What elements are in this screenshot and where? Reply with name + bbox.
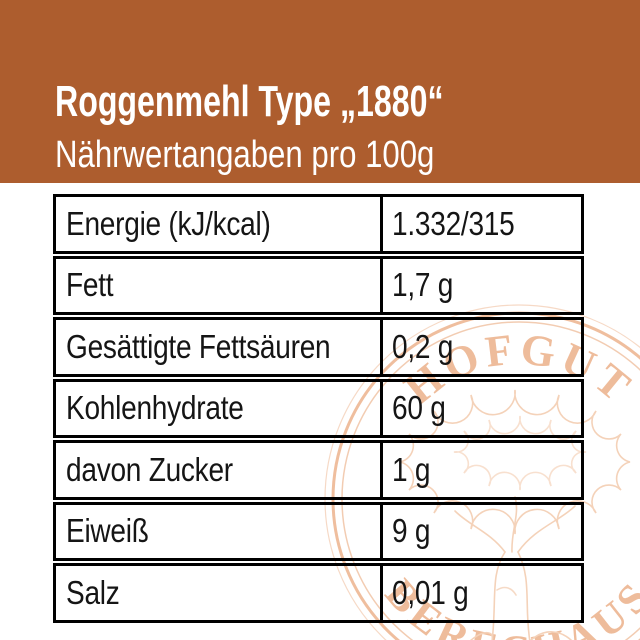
nutrient-label-cell: Energie (kJ/kcal)	[56, 197, 383, 251]
nutrition-table: Energie (kJ/kcal) 1.332/315 Fett 1,7 g G…	[53, 194, 584, 623]
label-header: Roggenmehl Type „1880“ Nährwertangaben p…	[0, 0, 640, 183]
nutrient-label: Eiweiß	[66, 512, 149, 550]
nutrient-value: 9 g	[392, 512, 431, 550]
watermark-tree-icon	[399, 389, 631, 640]
nutrient-label-cell: davon Zucker	[56, 443, 383, 497]
nutrient-value: 1 g	[392, 450, 431, 488]
nutrition-subtitle-text: Nährwertangaben pro 100g	[55, 134, 435, 176]
table-row-eiweiss: Eiweiß 9 g	[53, 501, 584, 561]
nutrient-label: Gesättigte Fettsäuren	[66, 327, 331, 365]
nutrient-label-cell: Salz	[56, 566, 383, 620]
nutrient-value: 1,7 g	[392, 266, 454, 304]
nutrient-value-cell: 1,7 g	[383, 259, 581, 313]
nutrient-value: 0,2 g	[392, 327, 454, 365]
nutrient-value-cell: 1 g	[383, 443, 581, 497]
nutrient-value: 0,01 g	[392, 573, 469, 611]
nutrient-label: Salz	[66, 573, 120, 611]
nutrient-value-cell: 0,01 g	[383, 566, 581, 620]
nutrient-value-cell: 1.332/315	[383, 197, 581, 251]
table-row-energie: Energie (kJ/kcal) 1.332/315	[53, 194, 584, 254]
nutrient-value-cell: 0,2 g	[383, 320, 581, 374]
nutrient-label-cell: Gesättigte Fettsäuren	[56, 320, 383, 374]
table-row-salz: Salz 0,01 g	[53, 563, 584, 623]
nutrient-label: davon Zucker	[66, 450, 233, 488]
nutrient-label: Energie (kJ/kcal)	[66, 204, 271, 242]
table-row-kohlenhydrate: Kohlenhydrate 60 g	[53, 378, 584, 438]
nutrition-subtitle: Nährwertangaben pro 100g	[55, 134, 518, 176]
nutrient-label: Fett	[66, 266, 114, 304]
nutrient-label-cell: Fett	[56, 258, 383, 312]
table-row-fett: Fett 1,7 g	[53, 255, 584, 315]
nutrient-label: Kohlenhydrate	[66, 389, 244, 427]
nutrient-value: 60 g	[392, 389, 446, 427]
nutrient-value-cell: 60 g	[383, 382, 581, 436]
nutrient-label-cell: Eiweiß	[56, 504, 383, 558]
nutrient-value-cell: 9 g	[383, 505, 581, 559]
nutrient-label-cell: Kohlenhydrate	[56, 381, 383, 435]
product-title-text: Roggenmehl Type „1880“	[55, 77, 444, 126]
table-row-gesaettigte-fettsaeuren: Gesättigte Fettsäuren 0,2 g	[53, 317, 584, 377]
table-row-davon-zucker: davon Zucker 1 g	[53, 440, 584, 500]
product-title: Roggenmehl Type „1880“	[55, 80, 587, 124]
nutrient-value: 1.332/315	[392, 204, 515, 242]
